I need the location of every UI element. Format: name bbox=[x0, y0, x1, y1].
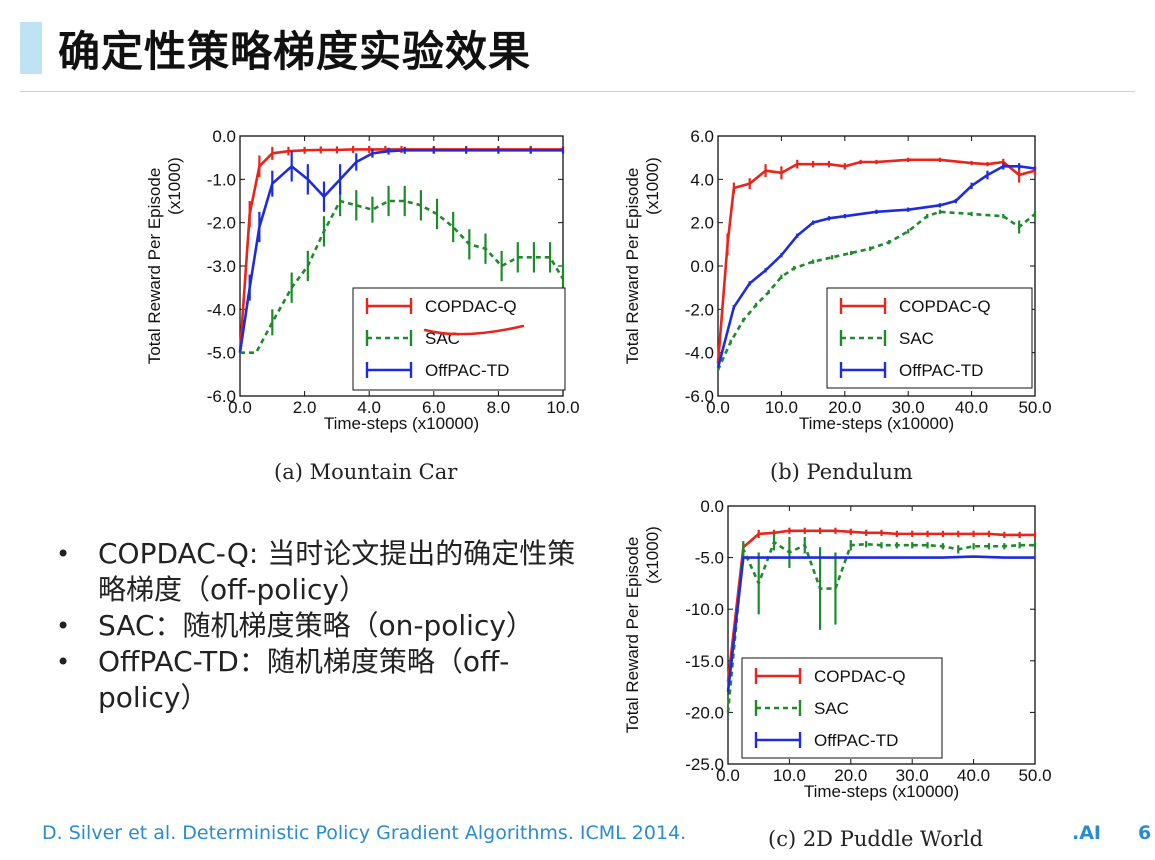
x-tick-label: 10.0 bbox=[765, 398, 798, 417]
title-divider bbox=[20, 91, 1135, 92]
x-tick-label: 50.0 bbox=[1018, 398, 1051, 417]
y-tick-label: 0.0 bbox=[700, 497, 724, 516]
bullet-item: • COPDAC-Q: 当时论文提出的确定性策略梯度（off-policy） bbox=[56, 536, 596, 608]
y-axis-label: Total Reward Per Episode bbox=[623, 537, 642, 734]
bullet-text: COPDAC-Q: 当时论文提出的确定性策略梯度（off-policy） bbox=[98, 537, 576, 606]
y-tick-label: -20.0 bbox=[685, 703, 724, 722]
y-tick-label: -6.0 bbox=[207, 387, 236, 406]
y-axis-label-unit: (x1000) bbox=[643, 157, 662, 215]
x-tick-label: 0.0 bbox=[716, 766, 740, 785]
x-axis-label: Time-steps (x10000) bbox=[324, 414, 479, 433]
y-tick-label: -6.0 bbox=[685, 387, 714, 406]
x-tick-label: 40.0 bbox=[957, 766, 990, 785]
y-tick-label: -3.0 bbox=[207, 257, 236, 276]
series-line-offpac-td bbox=[716, 165, 1036, 369]
bullet-item: • SAC：随机梯度策略（on-policy） bbox=[56, 608, 596, 644]
footer-citation: D. Silver et al. Deterministic Policy Gr… bbox=[42, 822, 687, 844]
page-title: 确定性策略梯度实验效果 bbox=[58, 27, 532, 76]
page-number: 6 bbox=[1138, 822, 1152, 844]
y-tick-label: -25.0 bbox=[685, 755, 724, 774]
y-tick-label: -2.0 bbox=[685, 300, 714, 319]
chart-pendulum: 6.04.02.00.0-2.0-4.0-6.00.0 10.0 20.0 30.0 4… bbox=[623, 127, 1052, 433]
y-axis-label: Total Reward Per Episode bbox=[623, 168, 642, 365]
legend-label-sac: SAC bbox=[814, 699, 849, 718]
legend-label-offpac-td: OffPAC-TD bbox=[899, 361, 983, 380]
y-tick-label: -4.0 bbox=[685, 344, 714, 363]
y-tick-label: -5.0 bbox=[207, 344, 236, 363]
legend-label-copdac-q: COPDAC-Q bbox=[899, 297, 991, 316]
y-tick-label: 4.0 bbox=[690, 170, 714, 189]
x-tick-label: 4.0 bbox=[357, 398, 381, 417]
title-accent-bar bbox=[20, 22, 42, 74]
bullet-text: OffPAC-TD：随机梯度策略（off-policy） bbox=[98, 645, 510, 714]
y-tick-label: 2.0 bbox=[690, 214, 714, 233]
x-axis-label: Time-steps (x10000) bbox=[799, 414, 954, 433]
y-tick-label: -4.0 bbox=[207, 300, 236, 319]
y-axis-label-unit: (x1000) bbox=[643, 526, 662, 584]
y-tick-label: -5.0 bbox=[695, 549, 724, 568]
bullet-dot-icon: • bbox=[56, 648, 71, 676]
x-tick-label: 20.0 bbox=[834, 766, 867, 785]
series-line-sac bbox=[240, 199, 565, 354]
y-tick-label: -10.0 bbox=[685, 600, 724, 619]
y-tick-label: -2.0 bbox=[207, 214, 236, 233]
x-tick-label: 30.0 bbox=[896, 766, 929, 785]
x-tick-label: 0.0 bbox=[228, 398, 252, 417]
bullet-text: SAC：随机梯度策略（on-policy） bbox=[98, 609, 534, 642]
legend-label-offpac-td: OffPAC-TD bbox=[425, 361, 509, 380]
x-tick-label: 40.0 bbox=[955, 398, 988, 417]
y-tick-label: 0.0 bbox=[212, 127, 236, 146]
x-tick-label: 6.0 bbox=[422, 398, 446, 417]
legend-label-sac: SAC bbox=[899, 329, 934, 348]
bullet-list: • COPDAC-Q: 当时论文提出的确定性策略梯度（off-policy） • S… bbox=[56, 536, 596, 716]
legend-label-offpac-td: OffPAC-TD bbox=[814, 731, 898, 750]
bullet-dot-icon: • bbox=[56, 540, 71, 568]
x-tick-label: 2.0 bbox=[293, 398, 317, 417]
x-tick-label: 20.0 bbox=[828, 398, 861, 417]
y-tick-label: -1.0 bbox=[207, 170, 236, 189]
y-tick-label: -15.0 bbox=[685, 652, 724, 671]
y-axis-label-unit: (x1000) bbox=[165, 157, 184, 215]
chart-puddle-world: 0.0-5.0-10.0-15.0-20.0-25.00.0 10.0 20.0 30… bbox=[623, 497, 1052, 801]
y-tick-label: 6.0 bbox=[690, 127, 714, 146]
bullet-dot-icon: • bbox=[56, 612, 71, 640]
y-axis-label: Total Reward Per Episode bbox=[145, 168, 164, 365]
plot-frame bbox=[727, 505, 1036, 765]
x-axis-label: Time-steps (x10000) bbox=[804, 782, 959, 801]
caption-mountain-car: (a) Mountain Car bbox=[274, 460, 458, 484]
series-line-offpac-td bbox=[726, 555, 1035, 692]
x-tick-label: 10.0 bbox=[546, 398, 579, 417]
caption-pendulum: (b) Pendulum bbox=[770, 460, 913, 484]
x-tick-label: 0.0 bbox=[706, 398, 730, 417]
x-tick-label: 10.0 bbox=[773, 766, 806, 785]
y-tick-label: 0.0 bbox=[690, 257, 714, 276]
chart-mountain-car: 0.0-1.0-2.0-3.0-4.0-5.0-6.00.0 2.0 4.0 6.0 8… bbox=[145, 127, 580, 433]
legend-label-copdac-q: COPDAC-Q bbox=[814, 667, 906, 686]
x-tick-label: 50.0 bbox=[1018, 766, 1051, 785]
legend-label-copdac-q: COPDAC-Q bbox=[425, 297, 517, 316]
x-tick-label: 30.0 bbox=[892, 398, 925, 417]
footer-brand: .AI bbox=[1072, 822, 1101, 844]
handwritten-underline bbox=[423, 324, 525, 336]
caption-puddle-world: (c) 2D Puddle World bbox=[768, 827, 984, 851]
bullet-item: • OffPAC-TD：随机梯度策略（off-policy） bbox=[56, 644, 596, 716]
x-tick-label: 8.0 bbox=[487, 398, 511, 417]
